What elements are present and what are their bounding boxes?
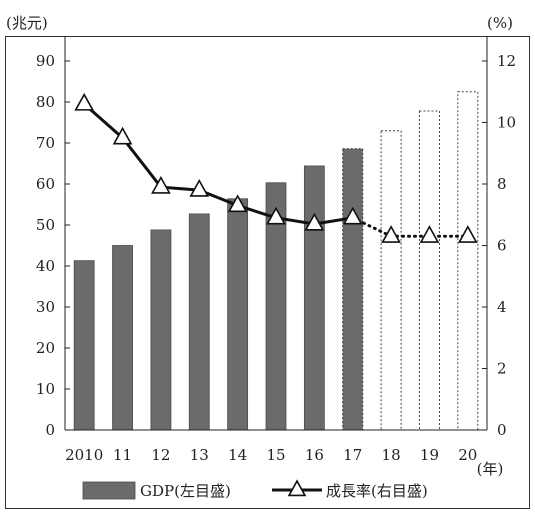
growth-marker-12 <box>151 175 171 194</box>
gdp-bar-19 <box>418 110 440 431</box>
left-tick-label: 10 <box>36 380 55 398</box>
legend-bar-swatch <box>82 481 136 500</box>
growth-marker-18 <box>381 225 401 243</box>
gdp-bars <box>73 91 479 431</box>
growth-line-solid <box>83 102 353 226</box>
x-axis-unit: (年) <box>477 460 504 478</box>
left-tick-label: 50 <box>36 216 55 234</box>
x-tick-label: 13 <box>190 446 209 464</box>
left-tick-label: 70 <box>36 134 55 152</box>
x-tick-label: 20 <box>458 446 477 464</box>
gdp-bar-16 <box>303 165 325 431</box>
x-tick-label: 11 <box>113 446 132 464</box>
axes: 0 10 20 30 40 50 60 70 80 90 0 2 4 6 8 10 12 2010 11 12 13 14… <box>36 36 516 464</box>
x-tick-label: 2010 <box>65 446 103 464</box>
x-tick-label: 12 <box>151 446 170 464</box>
gdp-bar-13 <box>188 213 210 431</box>
growth-marker-20 <box>457 225 478 243</box>
right-axis-unit: (%) <box>487 14 513 32</box>
chart-frame <box>5 36 530 509</box>
x-tick-label: 14 <box>228 446 247 464</box>
gdp-bar-11 <box>112 245 133 431</box>
left-tick-label: 60 <box>36 175 55 193</box>
left-tick-label: 0 <box>45 421 55 439</box>
legend-bar-label: GDP(左目盛) <box>140 482 231 500</box>
growth-marker-2010 <box>74 92 95 111</box>
gdp-bar-17 <box>342 148 364 431</box>
left-tick-label: 80 <box>36 93 55 111</box>
right-tick-label: 6 <box>497 237 507 255</box>
right-tick-label: 2 <box>497 360 507 378</box>
x-tick-label: 17 <box>343 446 362 464</box>
legend-line-label: 成長率(右目盛) <box>326 482 428 500</box>
gdp-bar-2010 <box>73 260 95 431</box>
legend-triangle-icon <box>287 479 307 497</box>
growth-marker-19 <box>419 225 440 243</box>
growth-line-forecast <box>351 216 470 238</box>
x-tick-label: 16 <box>305 446 324 464</box>
right-tick-label: 0 <box>497 421 507 439</box>
growth-line <box>74 92 478 243</box>
x-tick-label: 19 <box>420 446 439 464</box>
growth-marker-14 <box>227 194 248 213</box>
growth-marker-16 <box>304 212 325 231</box>
left-tick-label: 40 <box>36 257 55 275</box>
growth-marker-11 <box>112 126 133 145</box>
left-tick-label: 20 <box>36 339 55 357</box>
gdp-bar-12 <box>150 229 172 431</box>
growth-marker-13 <box>189 179 210 197</box>
right-tick-label: 4 <box>497 298 507 316</box>
gdp-bar-18 <box>380 130 402 431</box>
right-tick-label: 10 <box>497 114 516 132</box>
x-tick-label: 15 <box>266 446 285 464</box>
left-tick-label: 90 <box>36 52 55 70</box>
right-tick-label: 12 <box>497 52 516 70</box>
growth-marker-15 <box>266 206 286 225</box>
growth-marker-17 <box>342 206 363 225</box>
left-tick-label: 30 <box>36 298 55 316</box>
right-tick-label: 8 <box>497 175 507 193</box>
x-tick-label: 18 <box>382 446 401 464</box>
gdp-bar-14 <box>227 198 249 431</box>
gdp-bar-20 <box>457 91 479 431</box>
legend: GDP(左目盛) 成長率(右目盛) <box>82 479 428 500</box>
left-axis-unit: (兆元) <box>6 14 48 32</box>
